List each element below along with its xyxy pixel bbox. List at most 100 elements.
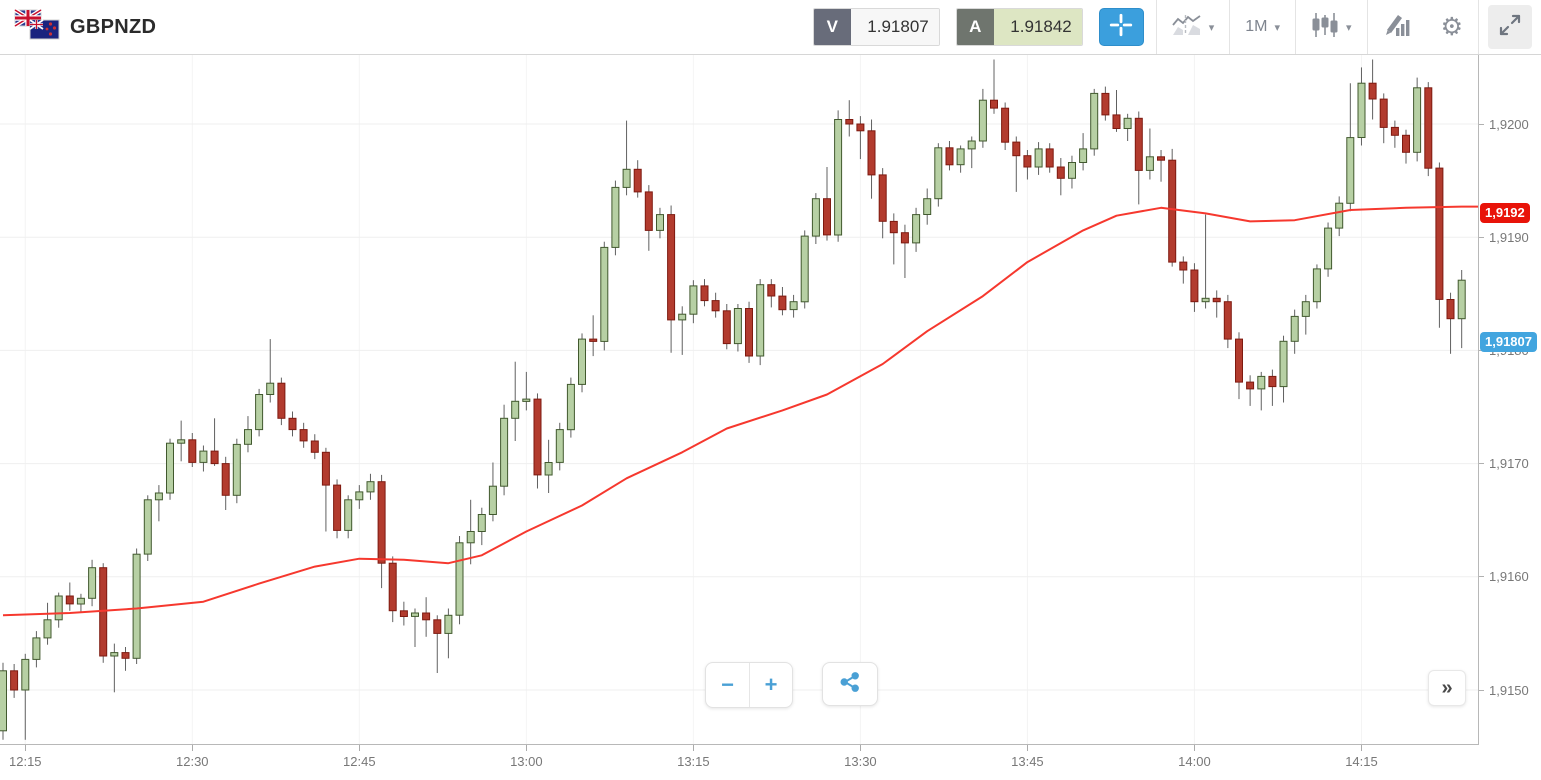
time-axis[interactable]: 12:15 12:30 12:45 13:00 13:15 13:30 13:45 14:00…	[0, 745, 1541, 780]
candle-body-down	[889, 220, 898, 234]
zoom-out-button[interactable]: −	[721, 672, 734, 697]
price-tick-label: 1,9160	[1479, 568, 1529, 586]
candle	[1079, 133, 1088, 171]
candle-body-down	[1424, 87, 1433, 169]
candle-body-up	[132, 553, 141, 659]
price-tick-mark	[1479, 123, 1484, 125]
candle	[221, 456, 230, 510]
candle	[1312, 264, 1321, 309]
candle	[143, 495, 152, 561]
buy-price-button[interactable]: A 1.91842	[955, 8, 1083, 46]
candle-body-up	[1301, 301, 1310, 317]
candle	[1134, 111, 1143, 205]
toolbar-divider	[1229, 0, 1231, 54]
candle	[555, 422, 564, 471]
compare-charts-dropdown[interactable]: ▾	[1157, 0, 1230, 54]
candle	[722, 304, 731, 350]
crosshair-tool-button[interactable]	[1098, 8, 1144, 46]
candle-body-up	[500, 417, 509, 487]
candle	[1201, 214, 1210, 309]
candle-body-down	[1101, 92, 1110, 116]
pencil-chart-icon	[1383, 12, 1411, 43]
timeframe-dropdown[interactable]: 1M ▾	[1230, 0, 1295, 54]
price-tick-label: 1,9190	[1479, 228, 1529, 246]
time-tick-mark	[359, 745, 361, 751]
share-button[interactable]	[822, 662, 878, 706]
collapse-panel-button[interactable]: »	[1428, 670, 1466, 706]
candle-body-up	[678, 313, 687, 321]
candle-body-down	[1212, 297, 1221, 303]
candle-body-down	[433, 619, 442, 634]
candle	[0, 662, 7, 740]
candle	[1023, 150, 1032, 180]
candle	[1190, 263, 1199, 312]
candle	[1290, 309, 1299, 354]
candle-body-down	[321, 451, 330, 486]
candle	[344, 495, 353, 539]
drawing-tools-button[interactable]	[1368, 0, 1426, 54]
candle-body-up	[923, 198, 932, 215]
candle-body-up	[232, 443, 241, 496]
zoom-in-button[interactable]: +	[749, 663, 792, 707]
candle	[299, 422, 308, 448]
candle	[433, 615, 442, 673]
candle	[277, 377, 286, 426]
candle	[399, 601, 408, 626]
candlestick-plot[interactable]	[0, 55, 1478, 745]
fullscreen-button[interactable]	[1488, 5, 1532, 49]
time-tick-mark	[1194, 745, 1196, 751]
candle-body-up	[344, 499, 353, 531]
candle-body-down	[1446, 299, 1455, 320]
candle-body-down	[1246, 381, 1255, 390]
candle-body-down	[644, 191, 653, 231]
candle	[76, 593, 85, 613]
candle	[444, 608, 453, 659]
crosshair-icon	[1108, 12, 1134, 43]
candle-body-up	[1257, 375, 1266, 390]
candle	[288, 411, 297, 437]
time-tick-label: 12:15	[8, 754, 42, 769]
candle-body-up	[689, 285, 698, 315]
candle-body-up	[366, 481, 375, 493]
chevron-down-icon: ▾	[1274, 21, 1281, 34]
candle-body-up	[611, 186, 620, 248]
time-tick-mark	[192, 745, 194, 751]
candle	[65, 582, 74, 611]
candle-body-up	[522, 398, 531, 402]
candle	[745, 301, 753, 363]
candle-body-up	[800, 235, 809, 303]
candle-body-up	[1279, 340, 1288, 388]
candle-body-down	[1056, 166, 1065, 179]
candle	[934, 143, 943, 207]
candle-body-up	[622, 168, 631, 188]
uk-nz-flag-icon	[13, 7, 60, 47]
time-tick-mark	[1027, 745, 1029, 751]
candle	[967, 136, 976, 169]
candle	[1446, 292, 1455, 354]
candle	[700, 279, 709, 307]
candle-body-up	[1068, 162, 1076, 179]
candle	[522, 371, 531, 411]
candle	[121, 647, 130, 671]
candle-body-down	[900, 232, 909, 244]
candle-body-down	[767, 284, 776, 297]
candlestick-style-icon	[1311, 12, 1339, 43]
settings-button[interactable]: ⚙	[1426, 0, 1478, 54]
candle	[1457, 270, 1466, 349]
candle-body-down	[221, 463, 230, 496]
candle	[1034, 142, 1043, 175]
candle	[1112, 90, 1121, 132]
timeframe-value: 1M	[1245, 18, 1268, 35]
candle	[166, 438, 174, 500]
candle-body-up	[978, 99, 987, 142]
sell-price-button[interactable]: V 1.91807	[812, 8, 940, 46]
candle	[1123, 113, 1132, 141]
candle	[10, 664, 19, 698]
chart-style-dropdown[interactable]: ▾	[1296, 0, 1367, 54]
candle-body-up	[244, 429, 252, 445]
candle-body-up	[255, 394, 264, 431]
time-tick-label: 12:45	[343, 754, 376, 769]
candle-body-down	[722, 310, 731, 345]
